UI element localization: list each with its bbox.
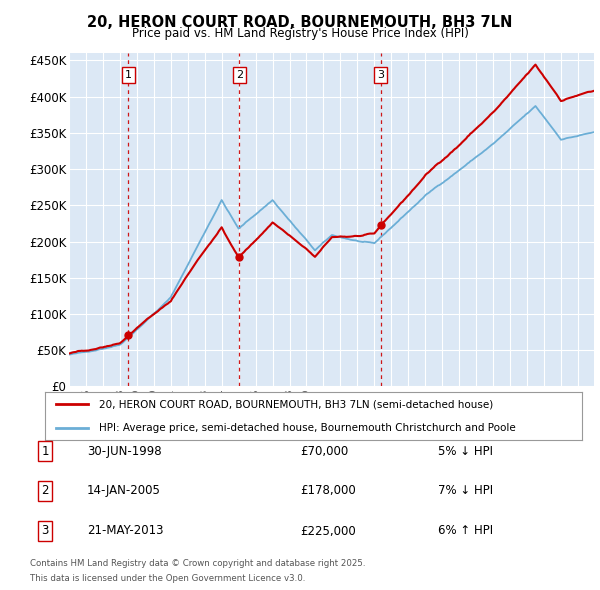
Text: 20, HERON COURT ROAD, BOURNEMOUTH, BH3 7LN: 20, HERON COURT ROAD, BOURNEMOUTH, BH3 7…: [88, 15, 512, 30]
Text: 30-JUN-1998: 30-JUN-1998: [87, 445, 161, 458]
Text: 20, HERON COURT ROAD, BOURNEMOUTH, BH3 7LN (semi-detached house): 20, HERON COURT ROAD, BOURNEMOUTH, BH3 7…: [98, 399, 493, 409]
Text: 1: 1: [41, 445, 49, 458]
Text: 3: 3: [377, 70, 384, 80]
Text: HPI: Average price, semi-detached house, Bournemouth Christchurch and Poole: HPI: Average price, semi-detached house,…: [98, 423, 515, 432]
Text: 14-JAN-2005: 14-JAN-2005: [87, 484, 161, 497]
Text: 1: 1: [125, 70, 132, 80]
Text: This data is licensed under the Open Government Licence v3.0.: This data is licensed under the Open Gov…: [30, 574, 305, 583]
Text: 3: 3: [41, 525, 49, 537]
Text: £225,000: £225,000: [300, 525, 356, 537]
Text: 2: 2: [236, 70, 243, 80]
Text: Price paid vs. HM Land Registry's House Price Index (HPI): Price paid vs. HM Land Registry's House …: [131, 27, 469, 40]
Text: £178,000: £178,000: [300, 484, 356, 497]
Text: 7% ↓ HPI: 7% ↓ HPI: [438, 484, 493, 497]
Text: 5% ↓ HPI: 5% ↓ HPI: [438, 445, 493, 458]
Text: 21-MAY-2013: 21-MAY-2013: [87, 525, 163, 537]
Text: Contains HM Land Registry data © Crown copyright and database right 2025.: Contains HM Land Registry data © Crown c…: [30, 559, 365, 568]
Text: £70,000: £70,000: [300, 445, 348, 458]
Text: 2: 2: [41, 484, 49, 497]
Text: 6% ↑ HPI: 6% ↑ HPI: [438, 525, 493, 537]
